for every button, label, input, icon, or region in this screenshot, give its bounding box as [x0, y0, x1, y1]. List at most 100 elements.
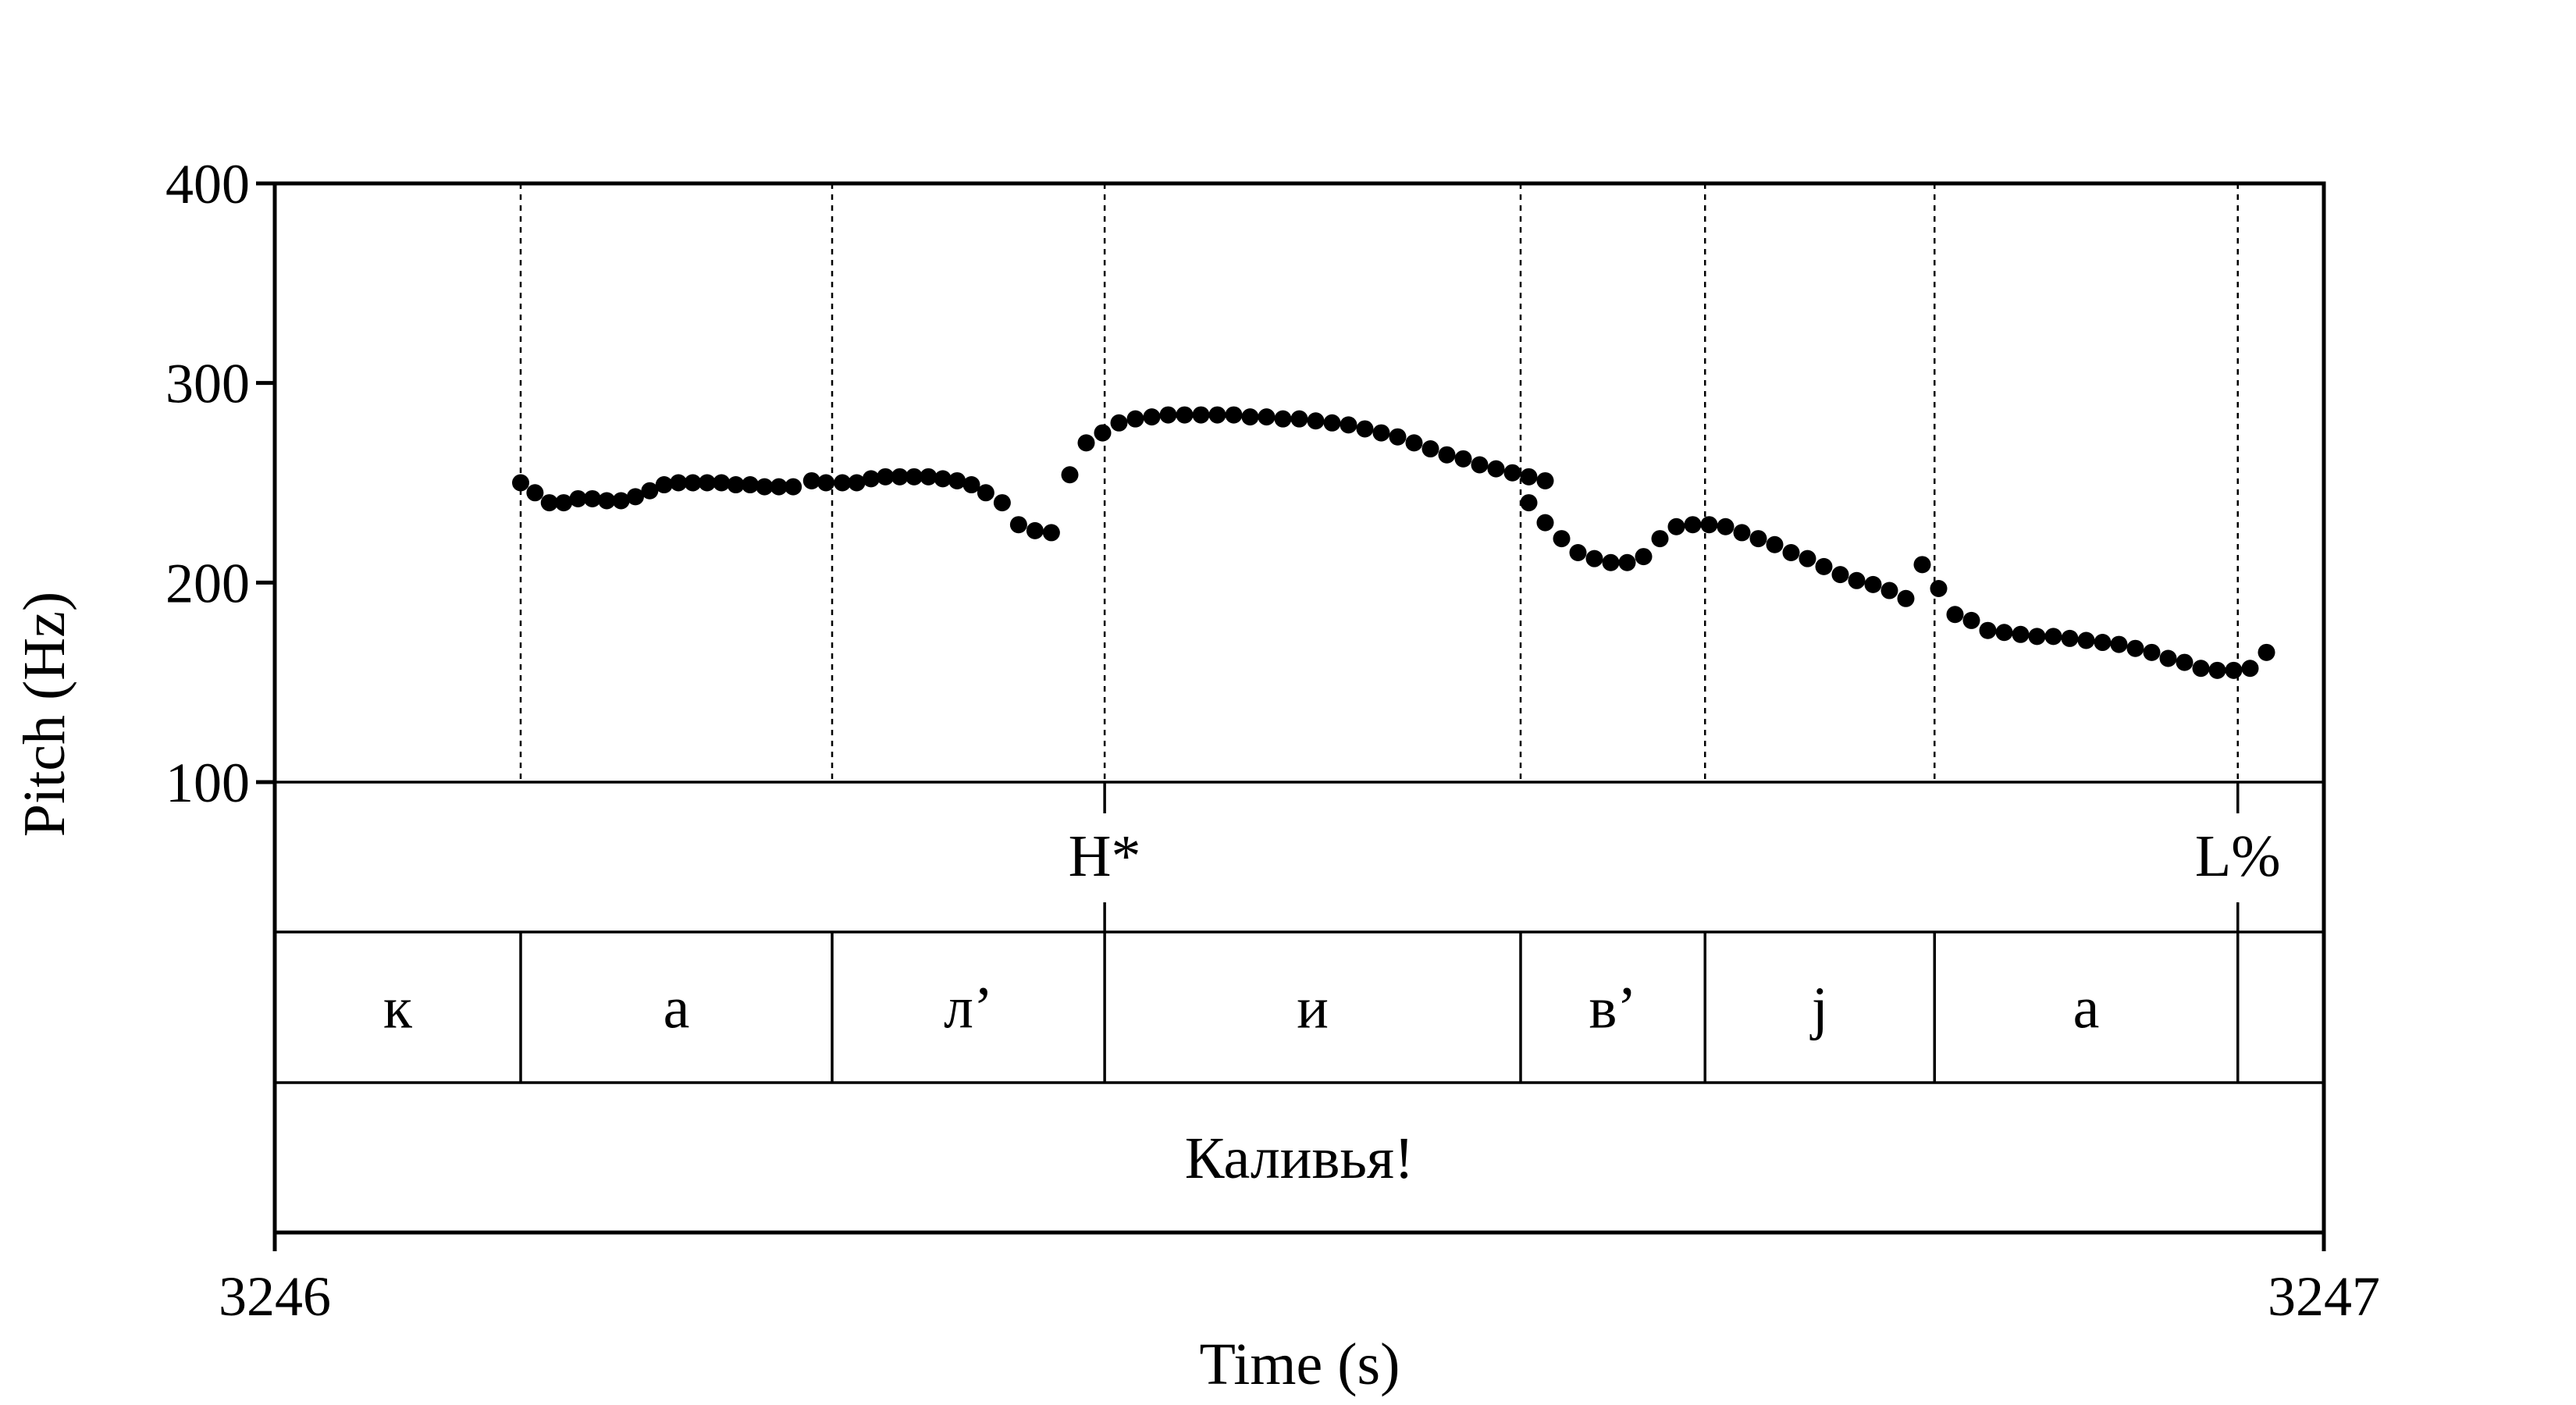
pitch-point — [540, 494, 558, 512]
y-tick-label: 200 — [165, 552, 250, 614]
pitch-point — [1946, 606, 1964, 624]
pitch-point — [1110, 414, 1128, 432]
pitch-point — [1553, 530, 1571, 548]
pitch-point — [1042, 524, 1060, 542]
pitch-point — [1700, 516, 1718, 534]
pitch-point — [891, 468, 909, 486]
pitch-point — [526, 484, 544, 502]
pitch-point — [598, 492, 616, 510]
tone-label: H* — [1069, 823, 1141, 889]
pitch-point — [1340, 416, 1357, 434]
pitch-point — [2126, 639, 2144, 657]
pitch-point — [1061, 466, 1079, 484]
pitch-point — [1749, 530, 1767, 548]
y-tick-label: 400 — [165, 153, 250, 215]
pitch-point — [555, 494, 573, 512]
segment-label: в’ — [1589, 976, 1637, 1041]
pitch-point — [1421, 440, 1439, 458]
pitch-point — [1307, 412, 1325, 430]
pitch-point — [1733, 524, 1751, 542]
pitch-point — [1241, 408, 1259, 426]
pitch-point — [1897, 589, 1915, 607]
pitch-point — [2061, 629, 2079, 647]
pitch-point — [512, 474, 529, 492]
pitch-point — [802, 471, 820, 489]
pitch-point — [1009, 516, 1027, 534]
pitch-point — [1585, 550, 1603, 567]
pitch-point — [742, 476, 759, 494]
pitch-point — [1848, 571, 1866, 589]
pitch-point — [684, 474, 702, 492]
pitch-point — [1618, 553, 1636, 571]
plot-frame — [272, 181, 2326, 1235]
pitch-point — [977, 484, 994, 502]
pitch-point — [1930, 580, 1948, 598]
pitch-point — [848, 474, 866, 492]
pitch-point — [2176, 653, 2194, 671]
pitch-point — [1831, 566, 1849, 584]
pitch-point — [2192, 660, 2210, 678]
pitch-point — [817, 474, 835, 492]
pitch-point — [1372, 424, 1390, 442]
pitch-point — [1782, 543, 1800, 561]
pitch-point — [934, 470, 952, 488]
x-tick-label: 3246 — [219, 1265, 331, 1328]
pitch-point — [962, 476, 980, 494]
pitch-point — [1651, 530, 1669, 548]
pitch-point — [1077, 434, 1095, 452]
pitch-point — [1143, 408, 1161, 426]
pitch-point — [2094, 634, 2112, 652]
pitch-point — [1799, 550, 1816, 567]
pitch-point — [1323, 414, 1341, 432]
pitch-point — [1536, 471, 1554, 489]
pitch-point — [1356, 420, 1374, 438]
pitch-point — [1995, 624, 2013, 642]
segment-label: j — [1809, 976, 1828, 1041]
pitch-point — [993, 494, 1011, 512]
pitch-point — [920, 468, 938, 486]
tone-label: L% — [2195, 823, 2281, 889]
pitch-point — [1979, 621, 1997, 639]
pitch-point — [2258, 643, 2275, 661]
pitch-point — [655, 476, 673, 494]
pitch-point — [1026, 521, 1044, 539]
segment-label: и — [1297, 976, 1329, 1041]
y-axis-title: Pitch (Hz) — [12, 592, 77, 837]
pitch-point — [1454, 450, 1472, 468]
word-label: Каливья! — [1185, 1126, 1414, 1191]
pitch-point — [2159, 649, 2177, 667]
pitch-point — [698, 474, 716, 492]
pitch-point — [1569, 543, 1587, 561]
pitch-point — [641, 482, 659, 500]
pitch-point — [2077, 631, 2095, 649]
pitch-point — [862, 470, 880, 488]
plot-area: 100 200 300 400 3246 3247 H* L% к а л’ и в’ j а Каливья… — [165, 153, 2380, 1328]
pitch-point — [713, 474, 731, 492]
pitch-point — [1159, 406, 1177, 424]
pitch-point — [1684, 516, 1702, 534]
pitch-point — [1766, 535, 1784, 553]
pitch-point — [1094, 424, 1112, 442]
pitch-point — [877, 468, 895, 486]
pitch-point — [1290, 410, 1308, 428]
pitch-point — [1962, 611, 1980, 629]
pitch-point — [834, 474, 852, 492]
pitch-point — [2110, 635, 2128, 653]
pitch-point — [2241, 660, 2259, 678]
pitch-point — [1208, 406, 1226, 424]
pitch-point — [612, 492, 630, 510]
pitch-point — [1913, 556, 1931, 574]
pitch-point — [1536, 514, 1554, 532]
pitch-point — [1176, 406, 1194, 424]
pitch-point — [1520, 468, 1538, 486]
pitch-point — [2028, 628, 2046, 646]
pitch-point — [1717, 518, 1735, 535]
pitch-point — [1864, 575, 1882, 593]
segment-label: а — [2073, 976, 2100, 1041]
segment-label: к — [383, 976, 412, 1041]
pitch-point — [1880, 582, 1898, 599]
pitch-point — [2225, 661, 2243, 679]
pitch-point — [2044, 628, 2062, 646]
pitch-point — [1405, 434, 1423, 452]
